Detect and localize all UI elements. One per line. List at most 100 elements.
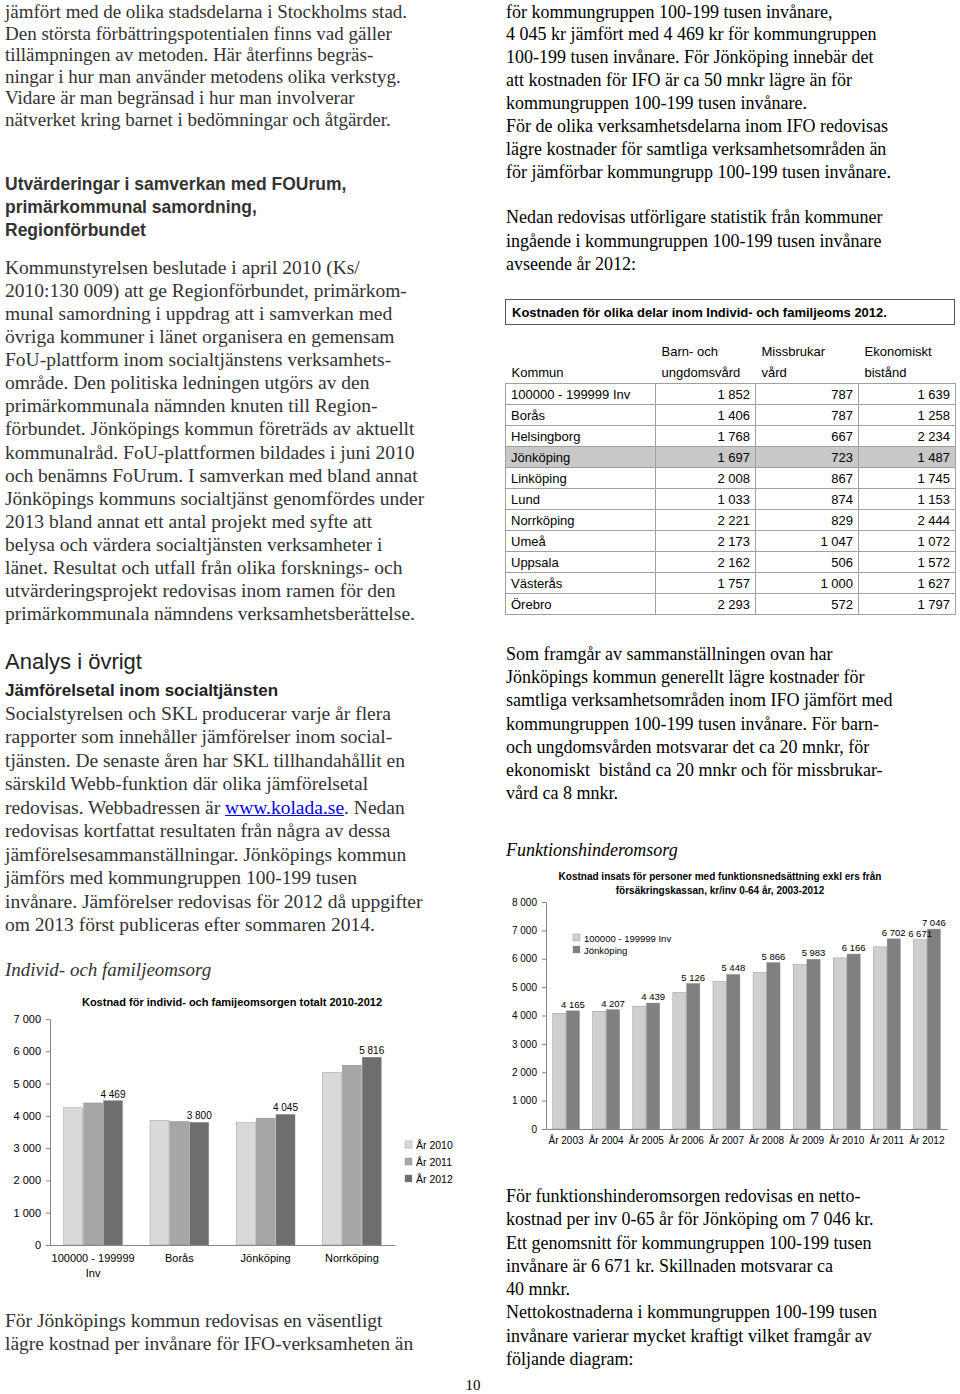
- text-line: samtliga verksamhetsområden inom IFO jäm…: [506, 689, 892, 712]
- text-line: övriga kommuner i länet organisera en ge…: [5, 325, 424, 348]
- header-line: Barn- och: [662, 341, 750, 362]
- tick-label: Norrköping: [325, 1252, 379, 1264]
- bar-chart: 01 0002 0003 0004 0005 0006 0007 0001000…: [0, 985, 470, 1300]
- text-line: År 2003: [549, 1134, 584, 1146]
- text-line: Borås: [165, 1252, 194, 1264]
- text-line: belysa och värdera socialtjänsten verksa…: [5, 533, 424, 556]
- text-line: Norrköping: [325, 1252, 379, 1264]
- tick-label: År 2003: [549, 1134, 584, 1146]
- table-cell: 723: [756, 447, 859, 468]
- text-line: invånare varierar mycket kraftigt vilket…: [506, 1325, 877, 1348]
- link[interactable]: www.kolada.se: [225, 797, 344, 818]
- tick-label: År 2008: [749, 1134, 784, 1146]
- bar: [767, 963, 780, 1129]
- table-cell: 1 047: [756, 531, 859, 552]
- table-row: Norrköping2 2218292 444: [506, 510, 956, 531]
- table-cell: 2 444: [859, 510, 956, 531]
- table-cell: 787: [756, 405, 859, 426]
- bar: [64, 1108, 83, 1245]
- text-line: vård ca 8 mnkr.: [506, 782, 892, 805]
- data-labels: 4 4693 8004 0455 816: [100, 1045, 384, 1121]
- text-line: År 2009: [789, 1134, 824, 1146]
- tick-label: 1 000: [13, 1207, 41, 1219]
- tick: 8 000: [512, 897, 546, 908]
- text-line: Ett genomsnitt för kommungruppen 100-199…: [506, 1232, 877, 1255]
- caption: Funktionshinderomsorg: [506, 838, 678, 862]
- tick: 0: [531, 1124, 546, 1135]
- x-axis: 100000 - 199999Inv Borås Jönköping Norrköpi…: [51, 1245, 396, 1279]
- tick: 6 000: [512, 953, 546, 964]
- text-line: År 2011: [870, 1134, 905, 1146]
- text-line: kommunalråd. FoU-plattformen bildades i …: [5, 441, 424, 464]
- text-line: Kostnad insats för personer med funktion…: [559, 871, 882, 882]
- table-cell: Umeå: [506, 531, 656, 552]
- bar: [276, 1114, 295, 1245]
- data-label: 4 469: [100, 1089, 125, 1100]
- table-cell: 1 000: [756, 573, 859, 594]
- bar: [713, 981, 726, 1129]
- tick-mark: [542, 987, 546, 988]
- data-label: 5 126: [681, 972, 705, 983]
- table-row: Umeå2 1731 0471 072: [506, 531, 956, 552]
- tick: 7 000: [13, 1013, 50, 1025]
- plot-area: [553, 929, 941, 1129]
- text-line: förbundet. Jönköpings kommun företräds a…: [5, 417, 424, 440]
- chart-title: Kostnad insats för personer med funktion…: [559, 871, 882, 896]
- text-line: jämfört med de olika stadsdelarna i Stoc…: [5, 1, 407, 23]
- bar: [342, 1065, 361, 1245]
- data-label: 7 046: [922, 917, 946, 928]
- tick-mark: [542, 1016, 546, 1017]
- plot-area: [64, 1057, 382, 1245]
- data-label: 3 800: [187, 1110, 212, 1121]
- text-line: nätverket kring barnet i bedömningar och…: [5, 109, 407, 131]
- text-line: primärkommunala nämndens verksamhetsberä…: [5, 602, 424, 625]
- table-cell: 506: [756, 552, 859, 573]
- tick-label: 3 000: [13, 1142, 41, 1154]
- table-row: Helsingborg1 7686672 234: [506, 426, 956, 447]
- text-line: Jönköpings kommun generellt lägre kostna…: [506, 666, 892, 689]
- tick: 100000 - 199999Inv: [52, 1245, 135, 1279]
- tick-mark: [542, 1101, 546, 1102]
- text-line: och benämns FoUrum. I samverkan med blan…: [5, 464, 424, 487]
- tick-mark: [46, 1051, 50, 1052]
- text-line: År 2005: [629, 1134, 664, 1146]
- table-cell: 1 406: [656, 405, 756, 426]
- table-cell: 1 852: [656, 384, 756, 405]
- tick-label: 6 000: [13, 1045, 41, 1057]
- text-line: 4 045 kr jämfört med 4 469 kr för kommun…: [506, 23, 891, 46]
- tick: År 2007: [709, 1129, 744, 1146]
- text-line: Den största förbättringspotentialen finn…: [5, 23, 407, 45]
- text-line: utvärderingsprojekt redovisas inom ramen…: [5, 579, 424, 602]
- table-cell: 2 162: [656, 552, 756, 573]
- tick-label: 2 000: [512, 1067, 537, 1078]
- text-line: Som framgår av sammanställningen ovan ha…: [506, 643, 892, 666]
- heading: Analys i övrigt: [5, 649, 142, 675]
- text-line: kostnad per inv 0-65 år för Jönköping om…: [506, 1208, 877, 1231]
- tick-mark: [46, 1180, 50, 1181]
- text-line: kommungruppen 100-199 tusen invånare. Fö…: [506, 713, 892, 736]
- legend-swatch: [405, 1175, 412, 1182]
- tick: År 2008: [749, 1129, 784, 1146]
- tick-label: År 2007: [709, 1134, 744, 1146]
- tick: År 2003: [549, 1129, 584, 1146]
- text-line: lägre kostnad per invånare för IFO-verks…: [5, 1332, 413, 1355]
- header-line: bistånd: [865, 362, 950, 383]
- tick-label: År 2006: [669, 1134, 704, 1146]
- text-line: Kommunstyrelsen beslutade i april 2010 (…: [5, 256, 424, 279]
- text-line: Jönköping: [241, 1252, 291, 1264]
- text-line: att kostnaden för IFO är ca 50 mnkr lägr…: [506, 69, 891, 92]
- text-line: avseende år 2012:: [506, 253, 882, 277]
- table-row: Jönköping1 6977231 487: [506, 447, 956, 468]
- text-line: 2010:130 009) att ge Regionförbundet, pr…: [5, 279, 424, 302]
- bar: [753, 972, 766, 1129]
- bar: [807, 959, 820, 1129]
- tick: År 2004: [589, 1129, 624, 1146]
- table-header-row: KommunBarn- ochungdomsvårdMissbrukarvård…: [506, 341, 956, 384]
- bar: [606, 1010, 619, 1129]
- text-line: ingående i kommungruppen 100-199 tusen i…: [506, 230, 882, 254]
- page-number: 10: [453, 1375, 493, 1394]
- table-header-cell: Missbrukarvård: [756, 341, 859, 384]
- bar: [553, 1013, 566, 1129]
- y-axis: 01 0002 0003 0004 0005 0006 0007 0008 00…: [512, 897, 547, 1135]
- text-segment: redovisas. Webbadressen är: [5, 797, 225, 818]
